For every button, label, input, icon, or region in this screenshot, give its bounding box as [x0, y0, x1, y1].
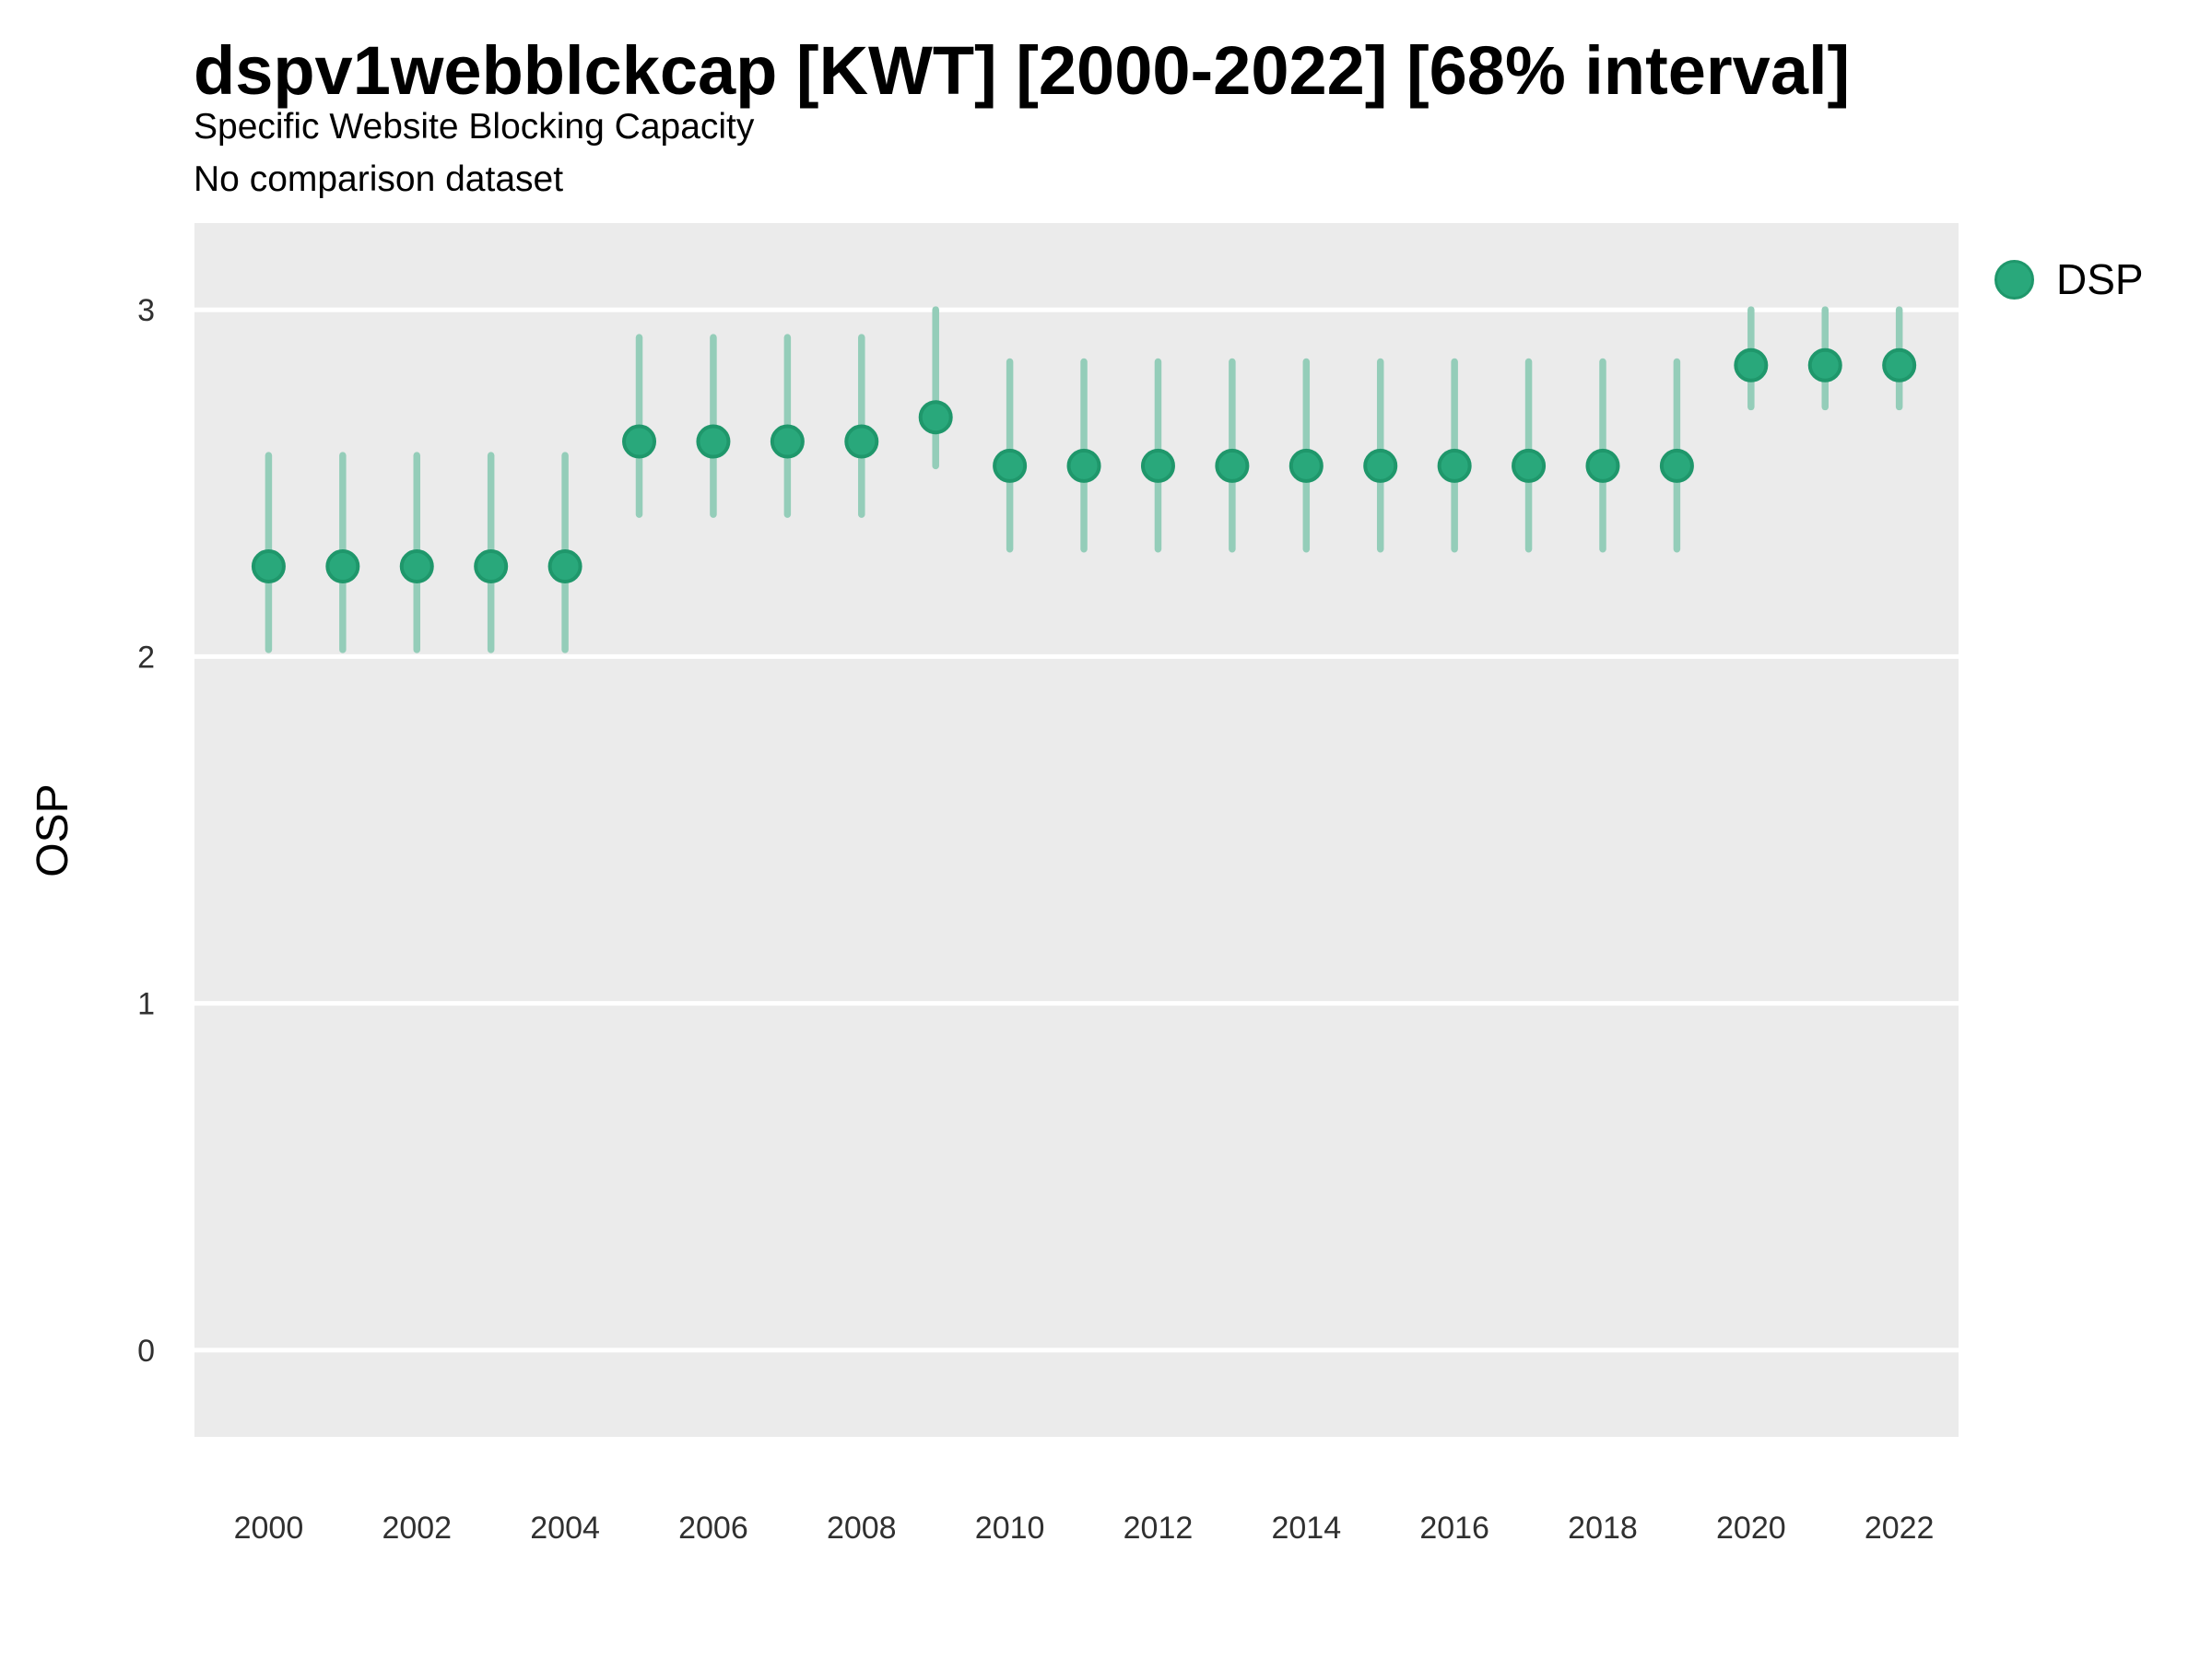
- data-point: [1882, 347, 1917, 382]
- data-point: [622, 424, 657, 459]
- x-tick-label: 2006: [678, 1511, 748, 1546]
- chart-subtitle: Specific Website Blocking Capacity: [194, 107, 755, 147]
- data-point: [1437, 448, 1472, 483]
- chart-note: No comparison dataset: [194, 159, 564, 199]
- data-point: [1807, 347, 1842, 382]
- y-tick-label: 0: [137, 1334, 155, 1369]
- data-point: [251, 549, 286, 584]
- data-point: [1512, 448, 1547, 483]
- legend: DSP: [1994, 255, 2144, 303]
- data-point: [918, 400, 953, 435]
- data-point: [325, 549, 360, 584]
- data-point: [399, 549, 434, 584]
- y-tick-label: 1: [137, 987, 155, 1022]
- x-tick-label: 2008: [827, 1511, 897, 1546]
- data-point: [1585, 448, 1620, 483]
- x-tick-label: 2014: [1271, 1511, 1341, 1546]
- legend-dot-icon: [1994, 259, 2034, 300]
- panel-background: [194, 223, 1959, 1437]
- x-tick-label: 2018: [1568, 1511, 1638, 1546]
- data-point: [547, 549, 582, 584]
- x-tick-label: 2022: [1865, 1511, 1935, 1546]
- data-point: [1288, 448, 1324, 483]
- data-point: [1734, 347, 1769, 382]
- x-tick-label: 2010: [975, 1511, 1045, 1546]
- x-tick-label: 2012: [1124, 1511, 1194, 1546]
- y-tick-label: 2: [137, 640, 155, 675]
- y-tick-label: 3: [137, 293, 155, 328]
- data-point: [1066, 448, 1101, 483]
- x-tick-label: 2000: [234, 1511, 304, 1546]
- data-point: [474, 549, 509, 584]
- data-point: [1215, 448, 1250, 483]
- data-point: [770, 424, 805, 459]
- chart-title: dspv1webblckcap [KWT] [2000-2022] [68% i…: [194, 32, 1851, 109]
- data-point: [1140, 448, 1175, 483]
- legend-label: DSP: [2056, 255, 2144, 303]
- data-point: [844, 424, 879, 459]
- x-tick-label: 2002: [382, 1511, 452, 1546]
- data-point: [1659, 448, 1694, 483]
- data-point: [993, 448, 1028, 483]
- data-point: [696, 424, 731, 459]
- x-tick-label: 2016: [1419, 1511, 1489, 1546]
- x-tick-label: 2020: [1716, 1511, 1786, 1546]
- data-point: [1363, 448, 1398, 483]
- x-tick-label: 2004: [530, 1511, 600, 1546]
